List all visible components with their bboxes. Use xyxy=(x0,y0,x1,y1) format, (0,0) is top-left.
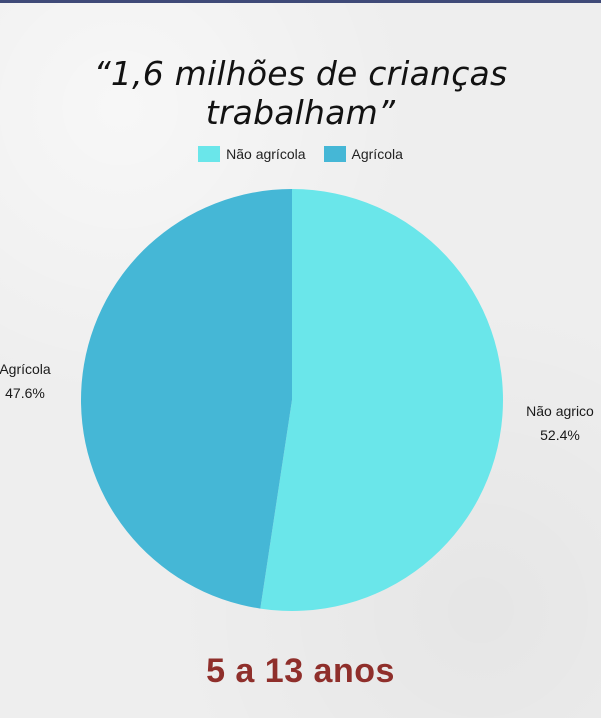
legend-label-agricola: Agrícola xyxy=(351,146,403,162)
pie-slice-nao-agricola xyxy=(260,189,503,611)
legend-swatch-nao-agricola xyxy=(198,146,221,162)
slice-value-agricola: 47.6% xyxy=(5,385,45,401)
legend-item-agricola: Agrícola xyxy=(323,146,403,162)
slice-label-nao-agricola: Não agrico xyxy=(526,403,594,419)
chart-title: “1,6 milhões de crianças trabalham” xyxy=(93,54,508,132)
legend-swatch-agricola xyxy=(323,146,346,162)
slice-value-nao-agricola: 52.4% xyxy=(540,427,580,443)
top-border-rule xyxy=(0,0,601,3)
age-range-subtitle: 5 a 13 anos xyxy=(206,652,395,690)
pie-slice-agricola xyxy=(80,189,293,609)
chart-legend: Não agrícola Agrícola xyxy=(0,146,601,162)
legend-label-nao-agricola: Não agrícola xyxy=(226,146,306,162)
legend-item-nao-agricola: Não agrícola xyxy=(198,146,306,162)
slice-label-agricola: Agrícola xyxy=(0,361,51,377)
